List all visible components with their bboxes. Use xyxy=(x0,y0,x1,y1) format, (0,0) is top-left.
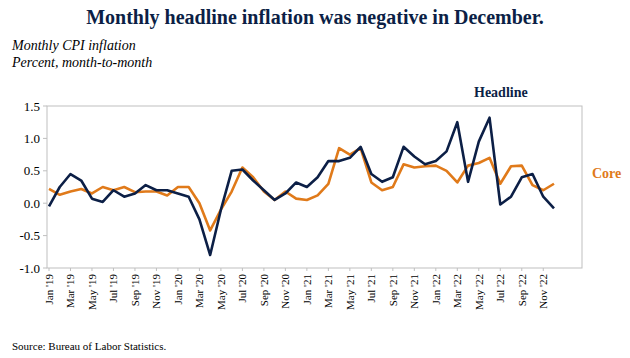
x-tick-label: Sep '20 xyxy=(258,274,270,307)
plot-area xyxy=(49,118,554,255)
y-tick-label: 1.0 xyxy=(24,131,40,146)
x-tick-label: Nov '22 xyxy=(537,274,549,309)
x-tick-label: Jan '20 xyxy=(172,274,184,305)
x-tick xyxy=(242,268,243,271)
x-tick-label: May '19 xyxy=(86,274,98,310)
chart: Monthly headline inflation was negative … xyxy=(0,0,630,358)
x-tick xyxy=(328,268,329,271)
x-tick-label: May '20 xyxy=(215,274,227,310)
x-tick xyxy=(435,268,436,271)
x-tick xyxy=(543,268,544,271)
y-tick-label: 1.5 xyxy=(24,99,40,114)
x-tick-label: Jul '20 xyxy=(236,274,248,303)
y-tick xyxy=(43,268,47,269)
series-label: Core xyxy=(592,166,621,181)
x-tick-label: Jan '22 xyxy=(430,274,442,304)
series-line xyxy=(49,118,554,255)
x-tick xyxy=(70,268,71,271)
y-tick-label: -0.5 xyxy=(19,228,40,243)
x-tick-label: Mar '22 xyxy=(451,274,463,308)
y-tick-label: -1.0 xyxy=(19,261,40,276)
x-tick-label: Mar '19 xyxy=(64,274,76,309)
x-tick-label: Jan '19 xyxy=(43,274,55,305)
x-tick-label: Jul '21 xyxy=(365,274,377,303)
x-tick xyxy=(263,268,264,271)
x-tick xyxy=(220,268,221,271)
x-tick xyxy=(457,268,458,271)
y-tick xyxy=(43,203,47,204)
x-tick-label: Nov '20 xyxy=(279,274,291,309)
x-tick xyxy=(521,268,522,271)
x-tick xyxy=(156,268,157,271)
x-tick xyxy=(371,268,372,271)
source: Source: Bureau of Labor Statistics. xyxy=(12,340,167,352)
x-tick-label: Jan '21 xyxy=(301,274,313,304)
y-tick-label: 0.5 xyxy=(24,163,40,178)
x-tick xyxy=(500,268,501,271)
y-axis-label: Percent, month-to-month xyxy=(11,55,152,70)
x-tick xyxy=(285,268,286,271)
x-tick-label: Nov '21 xyxy=(408,274,420,309)
series-label: Headline xyxy=(474,85,528,100)
title: Monthly headline inflation was negative … xyxy=(86,6,544,29)
x-tick xyxy=(392,268,393,271)
x-tick xyxy=(414,268,415,271)
plot-frame xyxy=(47,106,582,268)
x-tick xyxy=(306,268,307,271)
subtitle: Monthly CPI inflation xyxy=(11,38,136,53)
x-tick xyxy=(49,268,50,271)
x-tick xyxy=(478,268,479,271)
y-tick xyxy=(43,170,47,171)
x-tick xyxy=(91,268,92,271)
y-tick xyxy=(43,106,47,107)
x-tick-label: Sep '22 xyxy=(516,274,528,306)
x-tick-label: May '22 xyxy=(473,274,485,310)
y-tick xyxy=(43,138,47,139)
x-tick-label: Jul '22 xyxy=(494,274,506,303)
x-tick xyxy=(177,268,178,271)
y-tick-label: 0.0 xyxy=(24,196,40,211)
y-tick xyxy=(43,235,47,236)
x-tick xyxy=(349,268,350,271)
x-tick-label: Mar '20 xyxy=(193,274,205,309)
x-tick xyxy=(113,268,114,271)
x-tick-label: Jul '19 xyxy=(107,274,119,303)
x-tick-label: Sep '21 xyxy=(387,274,399,306)
x-tick xyxy=(134,268,135,271)
x-tick-label: May '21 xyxy=(344,274,356,310)
x-tick-label: Nov '19 xyxy=(150,274,162,309)
series-line xyxy=(49,148,554,230)
x-tick-label: Mar '21 xyxy=(322,274,334,308)
x-tick-label: Sep '19 xyxy=(129,274,141,307)
x-tick xyxy=(199,268,200,271)
